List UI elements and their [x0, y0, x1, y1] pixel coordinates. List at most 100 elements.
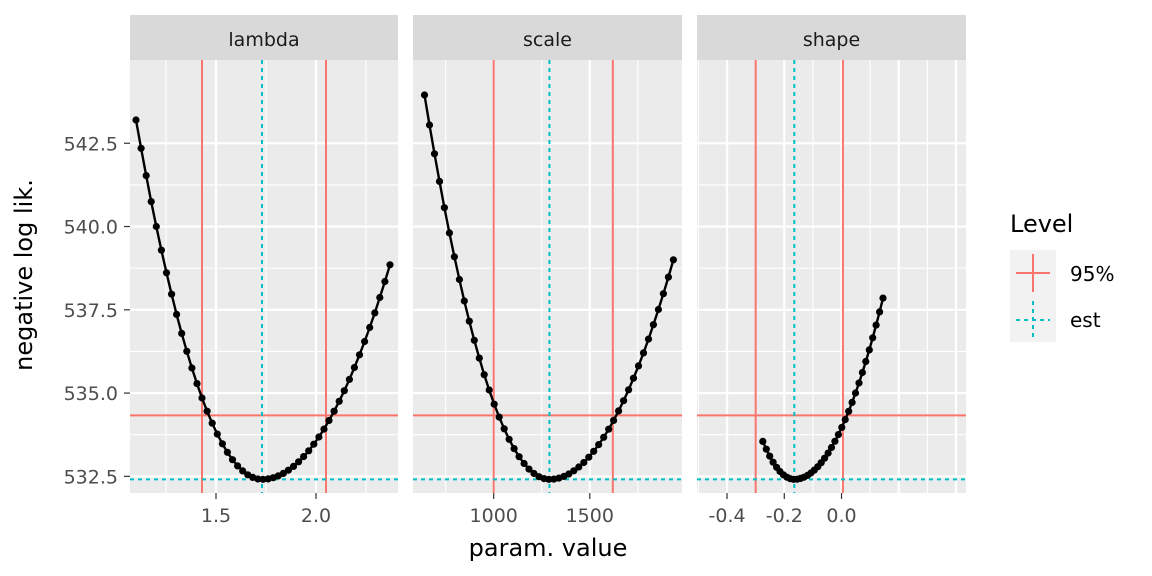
profile-point [234, 462, 242, 470]
profile-point [173, 310, 181, 318]
x-tick-label: 0.0 [826, 505, 856, 527]
profile-point [361, 337, 369, 346]
profile-point [315, 433, 323, 441]
profile-point [455, 275, 463, 284]
profile-point [325, 416, 333, 425]
profile-point [876, 308, 884, 316]
profile-point [168, 290, 176, 298]
profile-point [590, 447, 598, 455]
profile-point [142, 172, 150, 180]
y-axis-title: negative log lik. [10, 179, 38, 371]
profile-point [213, 430, 221, 438]
profile-point [425, 121, 434, 129]
profile-point [305, 447, 313, 455]
profile-point [669, 256, 678, 264]
x-tick-label: 1.5 [201, 505, 231, 527]
profile-point [228, 456, 237, 464]
profile-point [178, 329, 186, 337]
profile-point [435, 177, 444, 185]
x-axis-title: param. value [469, 534, 628, 562]
profile-point [218, 440, 226, 448]
profile-point [386, 261, 394, 269]
profile-point [223, 448, 231, 456]
profile-point [445, 229, 453, 237]
profile-point [366, 323, 374, 332]
profile-point [450, 253, 458, 261]
profile-point [137, 144, 145, 152]
profile-point [345, 375, 353, 383]
facet-panel-scale: scale 1000 1500 [413, 15, 682, 527]
facet-strip-label: shape [803, 29, 860, 51]
profile-point [475, 354, 483, 362]
facet-strip [697, 15, 966, 60]
profile-point [834, 431, 843, 439]
legend-key-95 [1016, 254, 1050, 292]
profile-point [610, 416, 618, 424]
profile-point [490, 400, 498, 408]
profile-point [193, 380, 201, 388]
profile-point [284, 466, 292, 474]
profile-point [845, 407, 853, 415]
profile-point [381, 277, 389, 286]
profile-point [831, 437, 839, 445]
profile-point [510, 445, 518, 453]
profile-point [495, 413, 503, 421]
legend: Level 95% est [1010, 210, 1114, 342]
profile-point [872, 321, 880, 329]
profile-point [625, 386, 633, 394]
profile-point [848, 398, 856, 406]
panel-background [697, 60, 966, 493]
legend-label-est: est [1070, 308, 1101, 332]
profile-point [869, 334, 877, 342]
profile-point [654, 305, 663, 314]
profile-point [615, 407, 623, 415]
profile-point [480, 371, 488, 379]
x-tick-label: 1500 [566, 505, 614, 527]
y-tick-label: 540.0 [64, 217, 118, 239]
profile-point [525, 465, 533, 473]
profile-point [762, 445, 770, 453]
profile-point [824, 449, 832, 457]
profile-point [420, 91, 429, 99]
panel-background [130, 60, 398, 493]
legend-label-95: 95% [1070, 262, 1114, 286]
profile-point [198, 394, 206, 402]
facet-strip [413, 15, 682, 60]
profile-point [649, 321, 658, 329]
profile-point [500, 425, 508, 433]
y-tick-label: 535.0 [64, 383, 118, 405]
profile-point [520, 459, 528, 468]
profile-point [620, 397, 628, 405]
legend-title: Level [1010, 210, 1073, 238]
facet-panel-shape: shape -0.4 -0.2 0.0 [697, 15, 966, 527]
profile-point [879, 294, 887, 302]
profile-point [147, 198, 155, 206]
profile-point [515, 453, 523, 461]
profile-point [295, 458, 303, 466]
profile-point [208, 419, 216, 427]
facet-strip [130, 15, 398, 60]
profile-point [300, 453, 308, 461]
profile-point [759, 437, 767, 445]
profile-point [132, 116, 140, 124]
legend-key-est [1016, 301, 1050, 339]
profile-point [639, 349, 648, 357]
profile-point [485, 386, 493, 394]
profile-point [629, 374, 638, 382]
profile-point [580, 458, 588, 467]
x-tick-label: 2.0 [301, 505, 331, 527]
y-tick-label: 542.5 [64, 133, 118, 155]
profile-point [310, 440, 318, 448]
profile-point [183, 347, 191, 355]
profile-point [239, 467, 247, 475]
profile-point [858, 368, 867, 377]
profile-point [355, 351, 364, 359]
profile-point [838, 423, 846, 431]
profile-point [821, 454, 829, 462]
profile-point [430, 150, 439, 158]
profile-point [575, 463, 583, 471]
profile-point [595, 441, 603, 449]
profile-point [505, 435, 513, 443]
facet-panels: lambda 1.5 2.0 scale 1000 1500 shape -0.4 -0.2 0.… [130, 15, 966, 527]
profile-point [470, 336, 478, 344]
